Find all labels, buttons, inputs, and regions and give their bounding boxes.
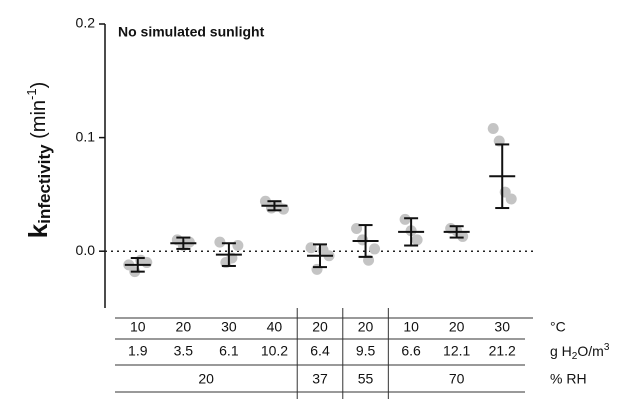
humidity-cell: 10.2	[261, 343, 288, 359]
y-tick-label: 0.0	[76, 242, 96, 258]
humidity-cell: 21.2	[489, 343, 516, 359]
data-point	[232, 240, 244, 252]
rh-cell: 70	[449, 371, 465, 387]
data-point	[457, 230, 469, 242]
y-label-subscript: infectivity	[35, 144, 54, 224]
humidity-label-middle: O/m	[577, 343, 603, 359]
rh-cell: 37	[312, 371, 328, 387]
data-point	[214, 236, 226, 248]
data-point	[399, 213, 411, 225]
y-label-superscript: -1	[24, 88, 39, 100]
temperature-cell: 40	[267, 319, 283, 335]
temperature-cell: 30	[221, 319, 237, 335]
data-point	[183, 236, 195, 248]
rh-cell: 20	[198, 371, 214, 387]
data-point	[487, 123, 499, 135]
humidity-cell: 6.1	[219, 343, 239, 359]
y-tick-label: 0.1	[76, 128, 96, 144]
rh-cell: 55	[358, 371, 374, 387]
humidity-label-main: g H	[550, 343, 572, 359]
humidity-cell: 1.9	[128, 343, 148, 359]
data-point	[505, 193, 517, 205]
y-tick-label: 0.2	[76, 15, 96, 31]
humidity-label: g H2O/m3	[550, 342, 610, 362]
y-label-main: k	[23, 223, 53, 238]
humidity-cell: 9.5	[356, 343, 376, 359]
humidity-cell: 6.4	[310, 343, 330, 359]
y-axis-label: kinfectivity (min-1)	[23, 82, 55, 239]
temperature-cell: 20	[449, 319, 465, 335]
humidity-cell: 12.1	[443, 343, 470, 359]
y-label-close: )	[28, 82, 50, 89]
rh-label: % RH	[550, 371, 587, 387]
annotation: No simulated sunlight	[118, 24, 265, 40]
temperature-cell: 10	[130, 319, 146, 335]
y-label-unit: (min	[28, 100, 50, 144]
humidity-cell: 6.6	[401, 343, 421, 359]
humidity-cell: 3.5	[174, 343, 194, 359]
temperature-label: °C	[550, 319, 566, 335]
temperature-cell: 20	[358, 319, 374, 335]
data-point	[369, 243, 381, 255]
temperature-cell: 30	[494, 319, 510, 335]
data-point	[411, 234, 423, 246]
temperature-cell: 20	[176, 319, 192, 335]
temperature-cell: 20	[312, 319, 328, 335]
humidity-label-sup: 3	[604, 342, 610, 353]
temperature-cell: 10	[403, 319, 419, 335]
humidity-label-sub: 2	[572, 351, 578, 362]
